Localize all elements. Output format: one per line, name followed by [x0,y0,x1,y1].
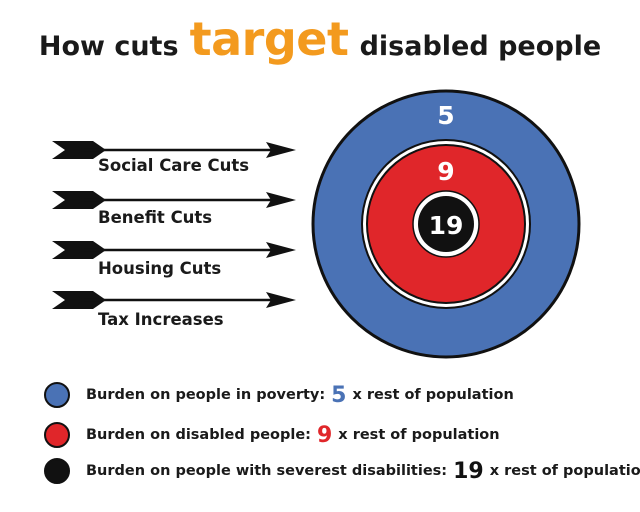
legend-suffix: x rest of population [338,427,500,443]
target-inner-value: 19 [429,211,464,240]
legend-text: Burden on people with severest disabilit… [86,463,448,479]
legend-dot-blue [44,382,70,408]
legend-value: 19 [453,458,484,484]
legend-dot-red [44,422,70,448]
arrow-tax [52,291,296,309]
legend-value: 9 [316,422,333,448]
legend-text: Burden on disabled people: [86,427,311,443]
legend-value: 5 [331,382,347,408]
title-before: How cuts [38,31,179,62]
arrow-label-housing: Housing Cuts [98,259,222,278]
legend-text: Burden on people in poverty: [86,387,326,403]
page-title: How cuts target disabled people [0,12,640,66]
arrow-housing [52,241,296,259]
arrow-label-benefit: Benefit Cuts [98,208,213,227]
legend-suffix: x rest of population [489,463,640,479]
legend-suffix: x rest of population [352,387,514,403]
arrow-label-tax: Tax Increases [98,310,224,329]
title-after: disabled people [359,31,602,62]
legend-row-severe: Burden on people with severest disabilit… [44,456,640,486]
arrow-label-social-care: Social Care Cuts [98,156,250,175]
target-middle-value: 9 [437,157,454,186]
legend-dot-black [44,458,70,484]
title-highlight: target [189,12,349,66]
legend-row-disabled: Burden on disabled people: 9 x rest of p… [44,420,500,450]
target-outer-value: 5 [437,101,454,130]
legend-row-poverty: Burden on people in poverty: 5 x rest of… [44,380,514,410]
target-bullseye [418,196,474,252]
arrow-social-care [52,141,296,159]
arrow-benefit [52,191,296,209]
